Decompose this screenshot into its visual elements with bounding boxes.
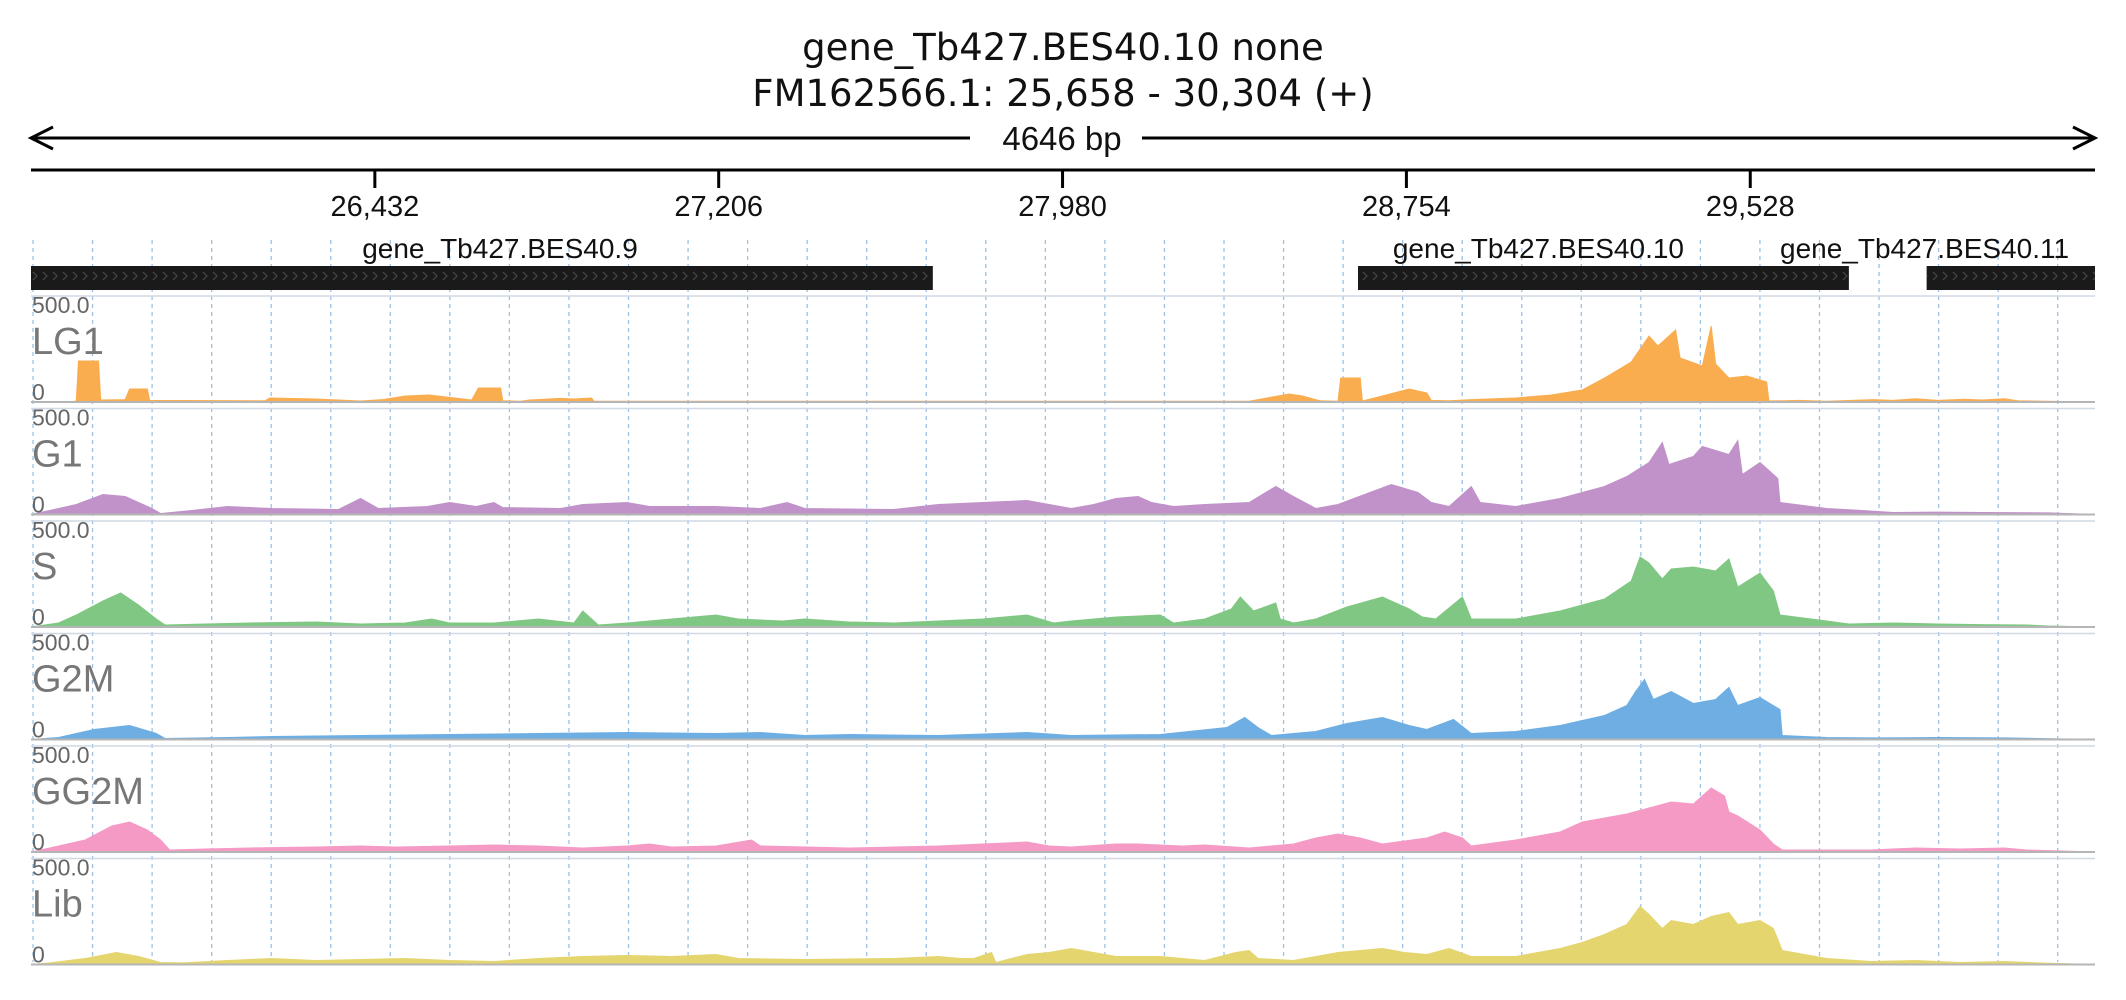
axis-tick-label: 29,528 <box>1706 191 1795 223</box>
coverage-track-lib: 500.0 Lib 0 <box>30 855 2096 968</box>
track-min-label: 0 <box>32 492 45 518</box>
gene-label: gene_Tb427.BES40.10 <box>1393 233 1684 264</box>
coverage-area-s <box>30 556 2096 628</box>
track-name-label: Lib <box>32 884 83 926</box>
gene-strand-chevrons <box>1357 266 1849 290</box>
track-min-label: 0 <box>32 717 45 743</box>
axis-tick-label: 28,754 <box>1362 191 1451 223</box>
track-name-label: G1 <box>32 434 83 476</box>
coverage-track-g1: 500.0 G1 0 <box>30 405 2096 518</box>
track-max-label: 500.0 <box>32 742 90 768</box>
track-max-label: 500.0 <box>32 292 90 318</box>
track-max-label: 500.0 <box>32 405 90 431</box>
track-max-label: 500.0 <box>32 517 90 543</box>
track-min-label: 0 <box>32 942 45 968</box>
gene-strand-chevrons <box>1926 266 2095 290</box>
chart-title-line1: gene_Tb427.BES40.10 none <box>802 26 1324 69</box>
track-max-label: 500.0 <box>32 630 90 656</box>
coverage-area-g2m <box>30 678 2096 740</box>
track-name-label: G2M <box>32 659 114 701</box>
track-name-label: GG2M <box>32 771 144 813</box>
track-min-label: 0 <box>32 604 45 630</box>
gene-annotation-track: gene_Tb427.BES40.9 gene_Tb427.BES40.10 gen… <box>31 233 2095 290</box>
axis-tick-label: 26,432 <box>331 191 420 223</box>
span-arrowhead-left <box>27 125 54 151</box>
gene-label: gene_Tb427.BES40.9 <box>362 233 638 264</box>
gene-strand-chevrons <box>31 266 933 290</box>
coverage-tracks: 500.0LG10500.0G10500.0S0500.0G2M0500.0GG… <box>30 292 2096 968</box>
chart-title-line2: FM162566.1: 25,658 - 30,304 (+) <box>752 72 1374 115</box>
track-min-label: 0 <box>32 379 45 405</box>
coverage-track-g2m: 500.0 G2M 0 <box>30 630 2096 743</box>
span-indicator: 4646 bp <box>27 120 2099 157</box>
coordinate-axis: 26,432 27,206 27,980 28,754 29,528 <box>31 168 2095 223</box>
axis-tick-label: 27,206 <box>674 191 763 223</box>
track-max-label: 500.0 <box>32 855 90 881</box>
coverage-area-lg1 <box>31 325 2096 403</box>
coverage-area-gg2m <box>30 787 2096 853</box>
track-min-label: 0 <box>32 829 45 855</box>
span-arrowhead-right <box>2072 125 2099 151</box>
track-name-label: S <box>32 546 57 588</box>
span-label: 4646 bp <box>1002 120 1121 157</box>
coverage-track-lg1: 500.0 LG1 0 <box>31 292 2096 405</box>
coverage-track-s: 500.0 S 0 <box>30 517 2096 630</box>
coverage-track-gg2m: 500.0 GG2M 0 <box>30 742 2096 855</box>
gene-label: gene_Tb427.BES40.11 <box>1780 233 2069 264</box>
track-name-label: LG1 <box>32 321 104 363</box>
coverage-area-lib <box>30 905 2096 965</box>
coverage-area-g1 <box>30 439 2096 515</box>
axis-tick-label: 27,980 <box>1018 191 1107 223</box>
